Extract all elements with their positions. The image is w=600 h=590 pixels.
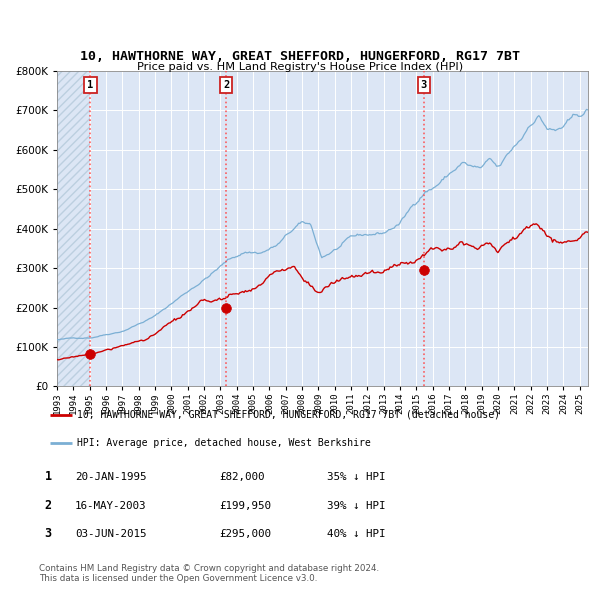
Text: £199,950: £199,950	[219, 501, 271, 510]
Text: 1: 1	[44, 470, 52, 483]
Text: 3: 3	[44, 527, 52, 540]
Text: 1: 1	[88, 80, 94, 90]
Text: 2: 2	[44, 499, 52, 512]
Text: Price paid vs. HM Land Registry's House Price Index (HPI): Price paid vs. HM Land Registry's House …	[137, 62, 463, 71]
Bar	[57, 71, 91, 386]
Text: 10, HAWTHORNE WAY, GREAT SHEFFORD, HUNGERFORD, RG17 7BT: 10, HAWTHORNE WAY, GREAT SHEFFORD, HUNGE…	[80, 50, 520, 63]
Text: 3: 3	[421, 80, 427, 90]
Text: £82,000: £82,000	[219, 472, 265, 481]
Text: 10, HAWTHORNE WAY, GREAT SHEFFORD, HUNGERFORD, RG17 7BT (detached house): 10, HAWTHORNE WAY, GREAT SHEFFORD, HUNGE…	[77, 409, 500, 419]
Text: 16-MAY-2003: 16-MAY-2003	[75, 501, 146, 510]
Bar	[57, 71, 91, 386]
Text: 40% ↓ HPI: 40% ↓ HPI	[327, 529, 386, 539]
Text: 35% ↓ HPI: 35% ↓ HPI	[327, 472, 386, 481]
Text: Contains HM Land Registry data © Crown copyright and database right 2024.
This d: Contains HM Land Registry data © Crown c…	[39, 564, 379, 583]
Text: 20-JAN-1995: 20-JAN-1995	[75, 472, 146, 481]
Text: 03-JUN-2015: 03-JUN-2015	[75, 529, 146, 539]
Text: 2: 2	[223, 80, 230, 90]
Text: HPI: Average price, detached house, West Berkshire: HPI: Average price, detached house, West…	[77, 438, 371, 448]
Text: £295,000: £295,000	[219, 529, 271, 539]
Text: 39% ↓ HPI: 39% ↓ HPI	[327, 501, 386, 510]
